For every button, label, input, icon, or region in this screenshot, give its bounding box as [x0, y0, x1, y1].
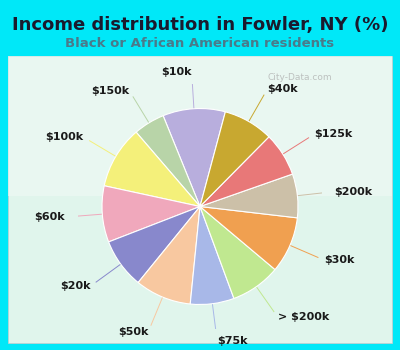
- Text: $150k: $150k: [92, 86, 130, 96]
- Wedge shape: [190, 206, 234, 304]
- Text: $20k: $20k: [60, 281, 91, 291]
- Text: $40k: $40k: [267, 84, 298, 94]
- Text: $10k: $10k: [161, 66, 192, 77]
- Wedge shape: [109, 206, 200, 282]
- Wedge shape: [200, 174, 298, 218]
- Text: $30k: $30k: [324, 255, 354, 265]
- FancyBboxPatch shape: [8, 56, 392, 196]
- Wedge shape: [163, 108, 225, 206]
- Text: Black or African American residents: Black or African American residents: [66, 37, 334, 50]
- Text: City-Data.com: City-Data.com: [268, 72, 332, 82]
- Text: $75k: $75k: [217, 336, 248, 346]
- Text: $50k: $50k: [118, 327, 148, 336]
- FancyBboxPatch shape: [8, 56, 392, 343]
- Wedge shape: [104, 132, 200, 206]
- Wedge shape: [102, 186, 200, 242]
- Text: > $200k: > $200k: [278, 312, 329, 322]
- Wedge shape: [136, 116, 200, 206]
- Wedge shape: [200, 112, 269, 206]
- Text: Income distribution in Fowler, NY (%): Income distribution in Fowler, NY (%): [12, 16, 388, 34]
- Wedge shape: [200, 206, 275, 299]
- Wedge shape: [200, 137, 292, 206]
- Wedge shape: [200, 206, 297, 270]
- Text: $100k: $100k: [46, 132, 84, 142]
- Wedge shape: [138, 206, 200, 304]
- Text: $125k: $125k: [314, 129, 352, 139]
- Text: $60k: $60k: [34, 212, 65, 222]
- Text: $200k: $200k: [334, 187, 372, 197]
